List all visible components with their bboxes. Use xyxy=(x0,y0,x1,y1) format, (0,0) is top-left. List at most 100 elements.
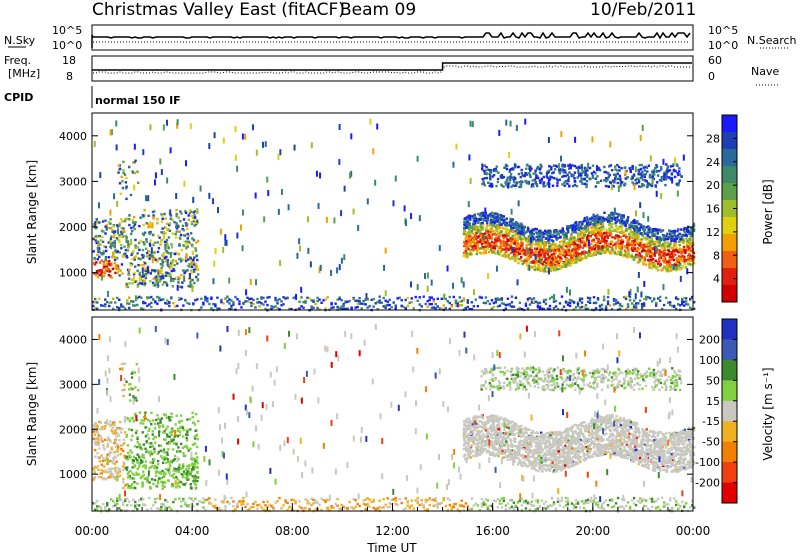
heatmap-cell xyxy=(654,246,657,253)
heatmap-cell xyxy=(310,497,313,501)
heatmap-cell xyxy=(386,303,389,307)
heatmap-cell xyxy=(493,247,497,250)
heatmap-cell xyxy=(181,281,184,284)
heatmap-cell xyxy=(576,246,580,250)
heatmap-cell xyxy=(343,185,346,192)
heatmap-cell xyxy=(579,225,582,229)
heatmap-cell xyxy=(497,218,500,221)
heatmap-cell xyxy=(644,232,647,235)
heatmap-cell xyxy=(110,301,113,304)
heatmap-cell xyxy=(514,230,518,233)
heatmap-cell xyxy=(470,308,474,311)
heatmap-cell xyxy=(477,235,481,238)
heatmap-cell xyxy=(185,253,188,260)
heatmap-cell xyxy=(537,266,541,270)
heatmap-cell xyxy=(137,282,140,286)
heatmap-cell xyxy=(500,223,503,226)
heatmap-cell xyxy=(489,248,493,251)
heatmap-cell xyxy=(236,297,239,301)
heatmap-cell xyxy=(508,223,511,227)
heatmap-cell xyxy=(689,263,692,266)
heatmap-cell xyxy=(586,169,589,172)
heatmap-cell xyxy=(642,212,645,219)
heatmap-cell xyxy=(611,236,614,239)
heatmap-cell xyxy=(678,250,682,253)
heatmap-cell xyxy=(138,504,141,507)
heatmap-cell xyxy=(156,284,160,287)
heatmap-cell xyxy=(122,501,125,504)
heatmap-cell xyxy=(508,304,512,307)
heatmap-cell xyxy=(654,184,657,187)
heatmap-cell xyxy=(582,231,585,235)
heatmap-cell xyxy=(585,222,589,225)
heatmap-cell xyxy=(688,306,692,309)
heatmap-cell xyxy=(496,220,499,223)
heatmap-cell xyxy=(583,218,586,221)
heatmap-cell xyxy=(302,306,305,310)
heatmap-cell xyxy=(115,237,119,240)
heatmap-cell xyxy=(319,172,322,179)
heatmap-cell xyxy=(505,249,508,253)
heatmap-cell xyxy=(569,166,572,170)
heatmap-cell xyxy=(246,296,249,299)
heatmap-cell xyxy=(514,164,517,167)
heatmap-cell xyxy=(266,500,269,503)
heatmap-cell xyxy=(599,232,603,235)
heatmap-cell xyxy=(154,172,157,179)
heatmap-cell xyxy=(581,237,584,240)
heatmap-cell xyxy=(491,184,494,188)
heatmap-cell xyxy=(568,163,572,166)
heatmap-cell xyxy=(130,238,133,245)
heatmap-cell xyxy=(574,242,577,246)
heatmap-cell xyxy=(103,270,107,273)
heatmap-cell xyxy=(557,267,560,271)
heatmap-cell xyxy=(660,246,664,250)
heatmap-cell xyxy=(175,212,178,216)
heatmap-cell xyxy=(161,227,164,230)
heatmap-cell xyxy=(384,247,387,254)
heatmap-cell xyxy=(618,304,622,307)
heatmap-cell xyxy=(102,260,106,264)
heatmap-cell xyxy=(589,218,593,221)
heatmap-cell xyxy=(520,168,523,172)
heatmap-cell xyxy=(662,158,665,165)
heatmap-cell xyxy=(162,230,166,234)
heatmap-cell xyxy=(564,174,567,178)
heatmap-cell xyxy=(513,163,517,166)
y-tick-label: 3000 xyxy=(59,175,87,188)
heatmap-cell xyxy=(160,220,164,223)
heatmap-cell xyxy=(561,175,564,179)
heatmap-cell xyxy=(648,173,652,177)
heatmap-cell xyxy=(214,304,217,308)
heatmap-cell xyxy=(126,302,129,305)
heatmap-cell xyxy=(463,229,466,232)
heatmap-cell xyxy=(434,303,437,306)
heatmap-cell xyxy=(476,240,479,243)
heatmap-cell xyxy=(487,236,490,239)
heatmap-cell xyxy=(548,165,551,168)
heatmap-cell xyxy=(662,234,665,237)
heatmap-cell xyxy=(625,255,629,259)
heatmap-cell xyxy=(249,278,252,285)
heatmap-cell xyxy=(658,264,662,268)
heatmap-cell xyxy=(516,233,519,236)
heatmap-cell xyxy=(550,266,553,269)
heatmap-cell xyxy=(636,247,639,250)
heatmap-cell xyxy=(520,255,523,259)
heatmap-cell xyxy=(549,269,553,273)
heatmap-cell xyxy=(176,284,179,291)
heatmap-cell xyxy=(619,185,622,188)
heatmap-cell xyxy=(646,252,649,255)
heatmap-cell xyxy=(502,226,505,229)
heatmap-cell xyxy=(620,244,624,248)
heatmap-cell xyxy=(537,257,540,260)
heatmap-cell xyxy=(498,226,502,229)
heatmap-cell xyxy=(112,251,115,254)
heatmap-cell xyxy=(352,297,355,301)
heatmap-cell xyxy=(637,228,640,232)
heatmap-cell xyxy=(338,158,341,165)
heatmap-cell xyxy=(160,231,163,234)
heatmap-cell xyxy=(678,173,682,176)
heatmap-cell xyxy=(490,211,494,215)
heatmap-cell xyxy=(572,308,576,311)
